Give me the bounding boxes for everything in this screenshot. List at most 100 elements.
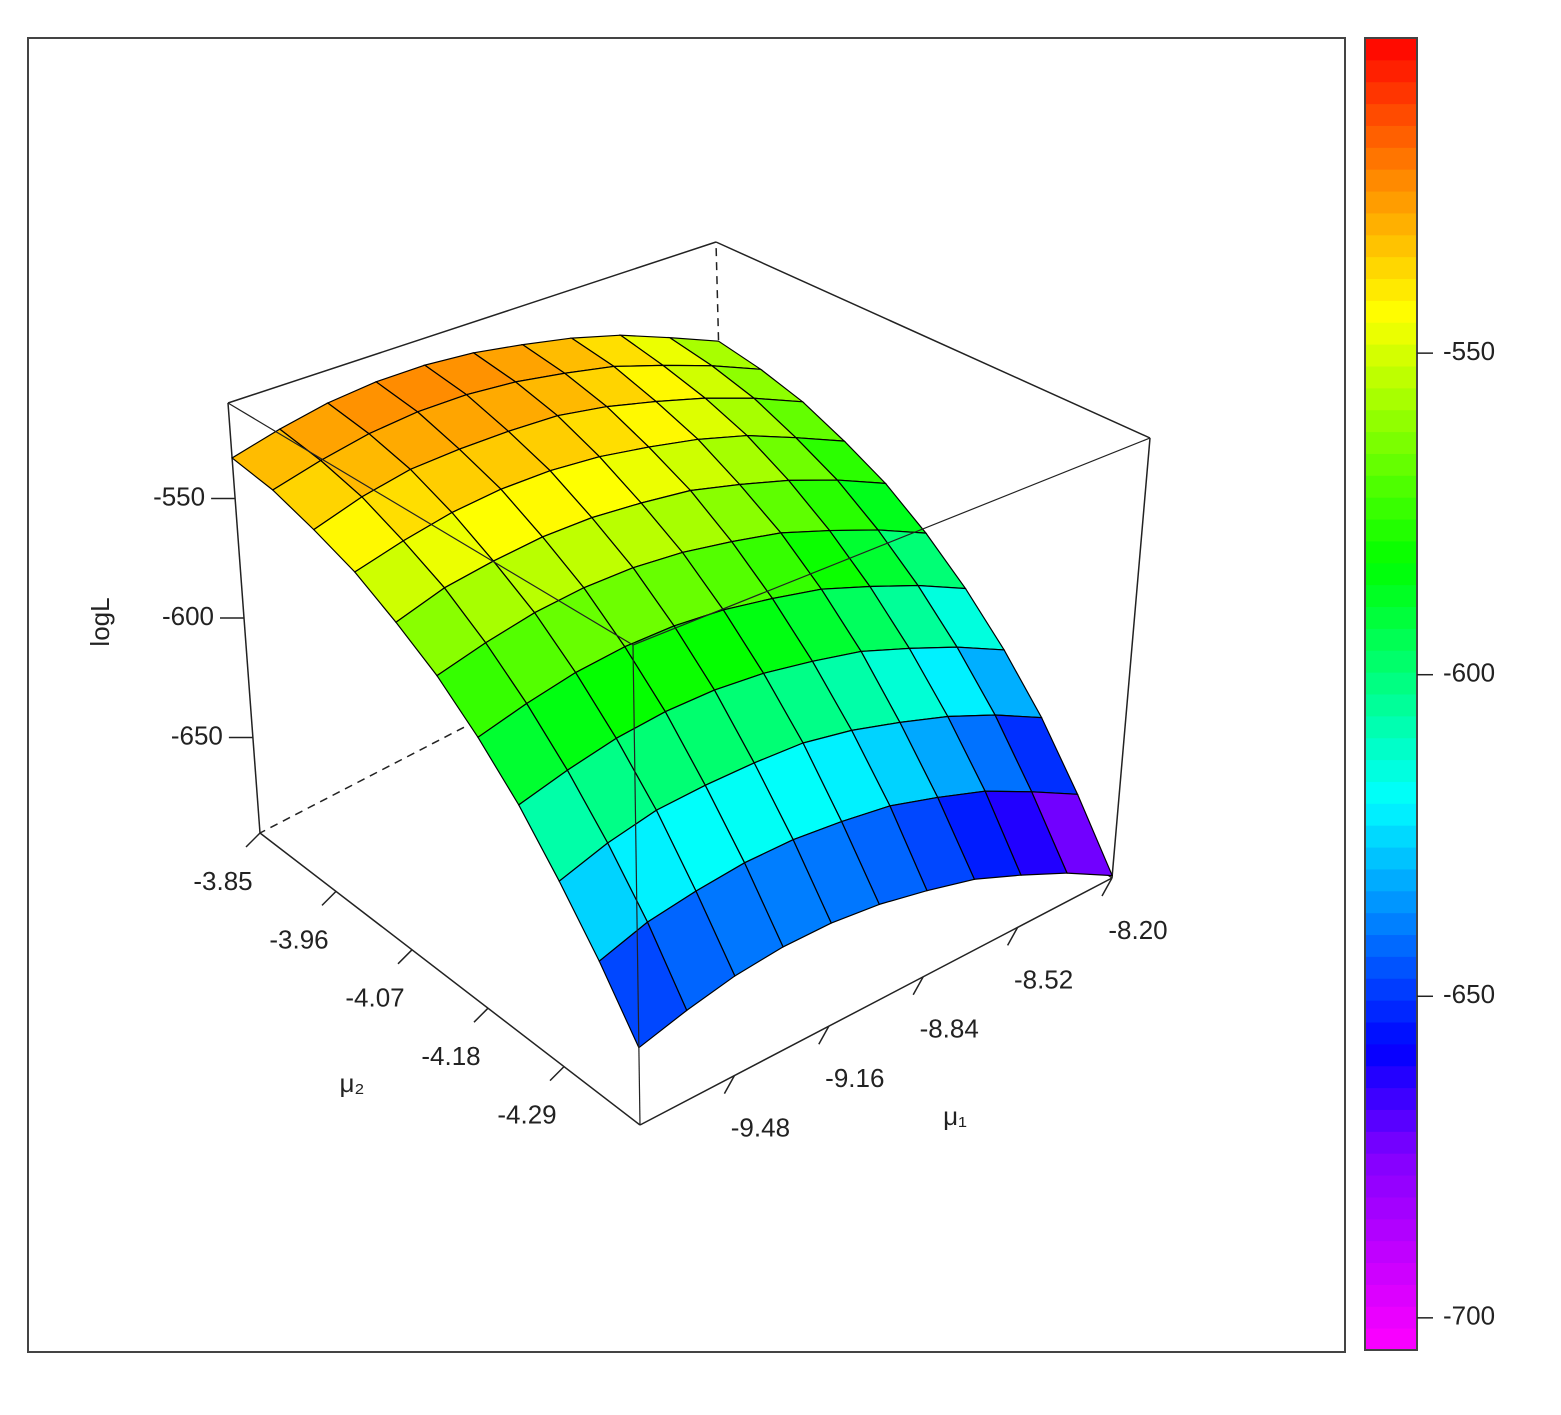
colorbar-band bbox=[1365, 125, 1417, 148]
box-edge bbox=[227, 402, 634, 646]
x-tick-label: -8.52 bbox=[1014, 964, 1073, 994]
y-tick-label: -4.29 bbox=[497, 1099, 556, 1129]
colorbar-band bbox=[1365, 234, 1417, 258]
colorbar-band bbox=[1365, 475, 1417, 498]
box-edge bbox=[227, 241, 717, 404]
x-tick-label: -8.20 bbox=[1108, 915, 1167, 945]
y-tick-label: -3.96 bbox=[269, 924, 328, 954]
colorbar-band bbox=[1365, 956, 1417, 979]
y-axis-label: μ₂ bbox=[339, 1068, 364, 1098]
colorbar-band bbox=[1365, 191, 1417, 214]
x-tick-label: -8.84 bbox=[920, 1014, 979, 1044]
colorbar-band bbox=[1365, 453, 1417, 476]
colorbar-band bbox=[1365, 1306, 1417, 1329]
colorbar-band bbox=[1365, 1153, 1417, 1176]
x-tick bbox=[723, 1075, 736, 1094]
colorbar-band bbox=[1365, 715, 1417, 739]
colorbar-band bbox=[1365, 1240, 1417, 1264]
colorbar-band bbox=[1365, 1196, 1417, 1220]
colorbar-band bbox=[1365, 978, 1417, 1001]
colorbar-band bbox=[1365, 672, 1417, 695]
box-edge bbox=[639, 877, 1113, 1126]
colorbar-band bbox=[1365, 1218, 1417, 1242]
colorbar-band bbox=[1365, 59, 1417, 83]
colorbar-band bbox=[1365, 103, 1417, 126]
colorbar-band bbox=[1365, 409, 1417, 433]
colorbar-band bbox=[1365, 38, 1417, 61]
colorbar-band bbox=[1365, 1087, 1417, 1110]
z-axis-label: logL bbox=[85, 597, 115, 646]
y-tick bbox=[245, 832, 261, 848]
colorbar-band bbox=[1365, 387, 1417, 411]
z-tick-label: -550 bbox=[153, 481, 205, 511]
colorbar-band bbox=[1365, 1284, 1417, 1307]
x-tick bbox=[1101, 877, 1113, 897]
box-edge bbox=[632, 644, 641, 1126]
colorbar-band bbox=[1365, 1262, 1417, 1285]
y-tick-label: -3.85 bbox=[193, 866, 252, 896]
colorbar-band bbox=[1365, 737, 1417, 761]
colorbar-band bbox=[1365, 803, 1417, 826]
surface-facet bbox=[598, 921, 688, 1049]
y-tick-label: -4.18 bbox=[421, 1041, 480, 1071]
colorbar-tick-label: -550 bbox=[1443, 336, 1495, 366]
colorbar-band bbox=[1365, 825, 1417, 848]
box-edge bbox=[259, 832, 641, 1126]
colorbar-band bbox=[1365, 1109, 1417, 1132]
colorbar-band bbox=[1365, 912, 1417, 936]
colorbar-tick-label: -650 bbox=[1443, 979, 1495, 1009]
x-tick-label: -9.16 bbox=[825, 1063, 884, 1093]
colorbar-band bbox=[1365, 628, 1417, 651]
colorbar-band bbox=[1365, 847, 1417, 870]
colorbar-band bbox=[1365, 868, 1417, 892]
colorbar-band bbox=[1365, 606, 1417, 629]
colorbar-band bbox=[1365, 1328, 1417, 1351]
box-edge bbox=[715, 241, 1151, 439]
colorbar-band bbox=[1365, 278, 1417, 301]
colorbar-band bbox=[1365, 497, 1417, 520]
y-tick-label: -4.07 bbox=[345, 983, 404, 1013]
colorbar-band bbox=[1365, 431, 1417, 454]
y-tick bbox=[321, 890, 337, 906]
colorbar-band bbox=[1365, 81, 1417, 105]
colorbar-band bbox=[1365, 366, 1417, 389]
colorbar-band bbox=[1365, 169, 1417, 192]
colorbar-band bbox=[1365, 322, 1417, 345]
y-tick bbox=[397, 949, 413, 965]
colorbar-band bbox=[1365, 584, 1417, 608]
colorbar-band bbox=[1365, 1065, 1417, 1089]
colorbar-band bbox=[1365, 759, 1417, 782]
colorbar-band bbox=[1365, 1000, 1417, 1023]
colorbar-band bbox=[1365, 1022, 1417, 1045]
box-edge bbox=[632, 437, 1151, 646]
colorbar-band bbox=[1365, 519, 1417, 542]
z-tick-label: -600 bbox=[162, 601, 214, 631]
colorbar-band bbox=[1365, 562, 1417, 586]
colorbar-band bbox=[1365, 256, 1417, 280]
colorbar-band bbox=[1365, 344, 1417, 367]
y-tick bbox=[549, 1066, 565, 1082]
colorbar-band bbox=[1365, 650, 1417, 673]
colorbar-band bbox=[1365, 1131, 1417, 1154]
z-tick-label: -650 bbox=[171, 720, 223, 750]
colorbar-band bbox=[1365, 1175, 1417, 1198]
colorbar-tick-label: -700 bbox=[1443, 1301, 1495, 1331]
colorbar-tick-label: -600 bbox=[1443, 658, 1495, 688]
box-edge bbox=[1111, 437, 1151, 879]
y-tick bbox=[473, 1007, 489, 1023]
x-tick-label: -9.48 bbox=[731, 1112, 790, 1142]
x-tick bbox=[818, 1025, 830, 1045]
x-tick bbox=[912, 976, 924, 996]
x-tick bbox=[1006, 927, 1019, 946]
colorbar-band bbox=[1365, 934, 1417, 957]
colorbar-band bbox=[1365, 694, 1417, 717]
colorbar-frame bbox=[1364, 37, 1418, 1351]
x-axis-label: μ₁ bbox=[943, 1101, 967, 1131]
colorbar-band bbox=[1365, 1043, 1417, 1067]
colorbar-band bbox=[1365, 300, 1417, 323]
colorbar-band bbox=[1365, 540, 1417, 564]
colorbar-band bbox=[1365, 212, 1417, 236]
colorbar-band bbox=[1365, 147, 1417, 170]
colorbar-band bbox=[1365, 781, 1417, 804]
